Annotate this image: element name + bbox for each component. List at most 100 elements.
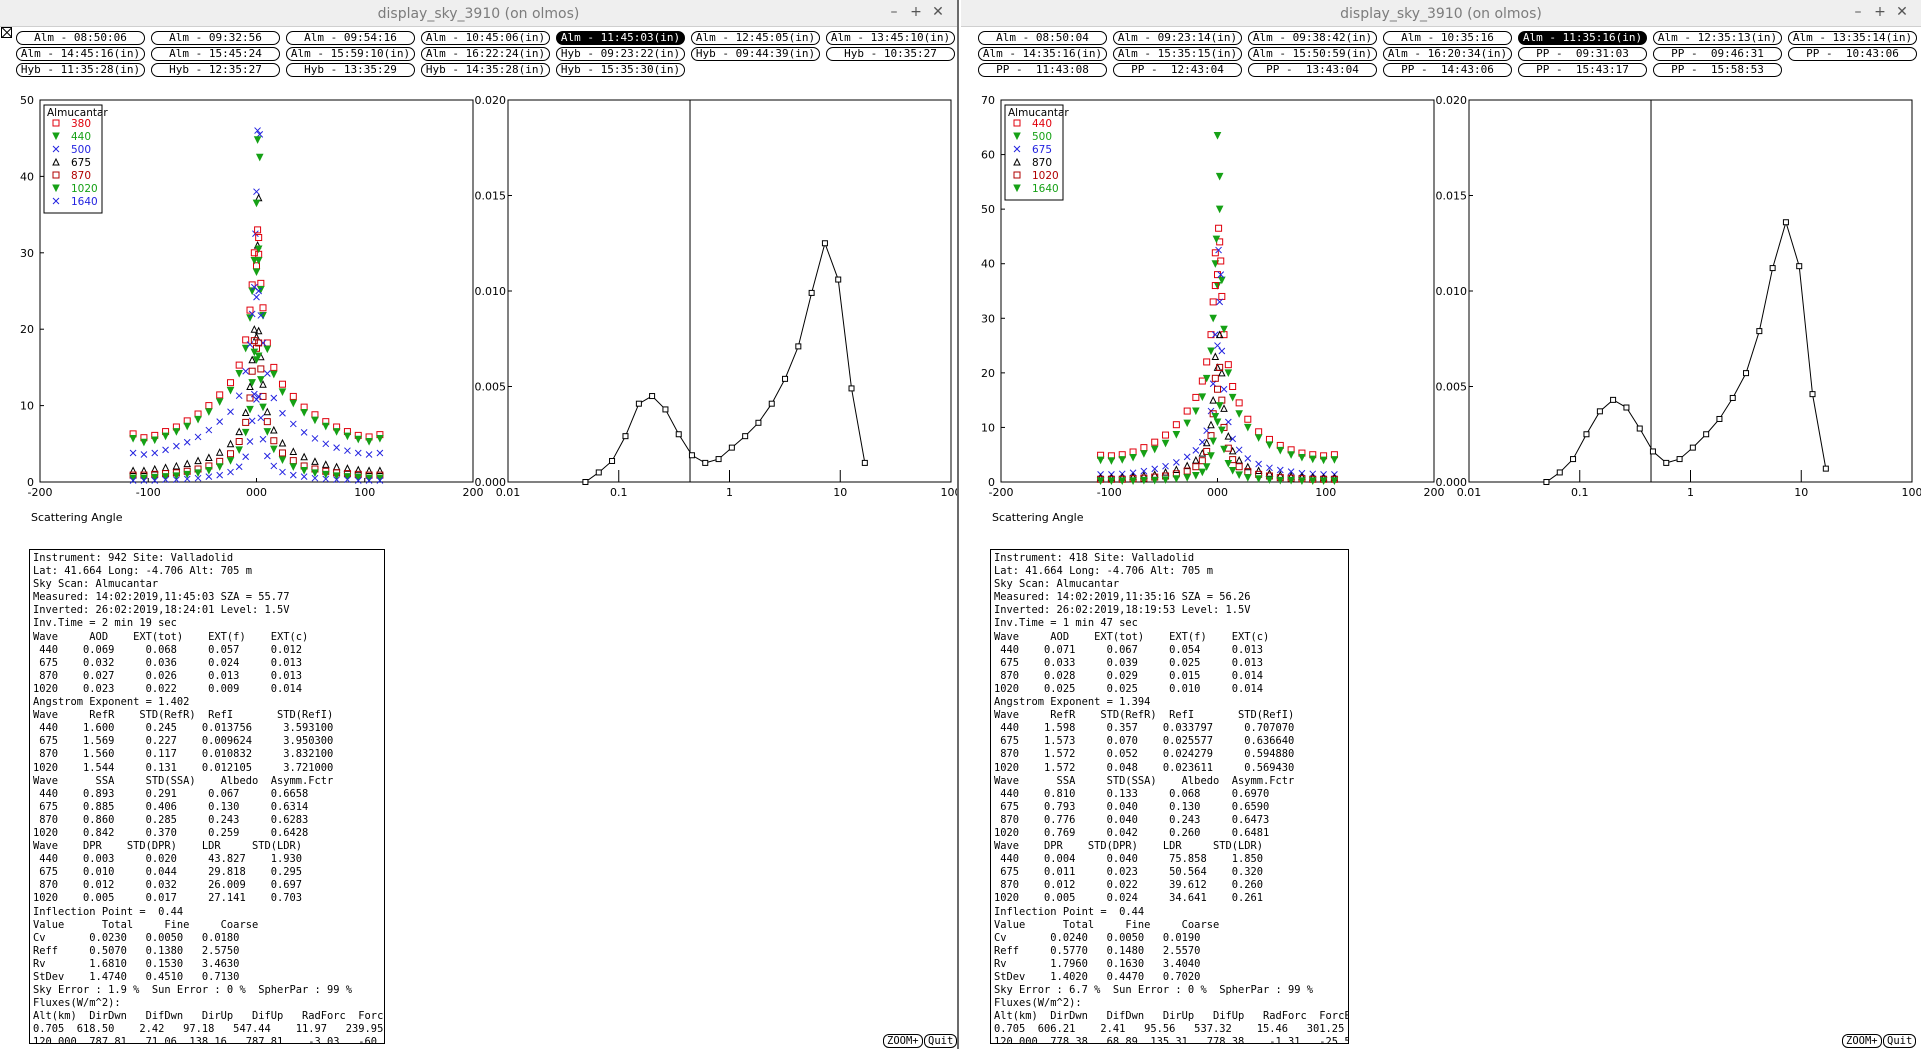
scan-button[interactable]: Alm - 09:23:14(in) [1113,31,1242,45]
scan-button[interactable]: Alm - 13:35:14(in) [1788,31,1917,45]
data-point [1217,271,1225,278]
info-line: 870 0.860 0.285 0.243 0.6283 [33,813,309,826]
x-tick-label: -200 [989,486,1014,499]
data-point [1287,476,1295,485]
scan-button[interactable]: Hyb - 12:35:27 [151,63,280,77]
data-point [1216,298,1224,306]
data-point [52,197,60,205]
maximize-icon[interactable]: + [1874,4,1886,20]
info-line: 1020 0.023 0.022 0.009 0.014 [33,682,302,695]
series-440 [129,256,384,447]
scan-button[interactable]: Hyb - 13:35:29 [286,63,415,77]
scan-button[interactable]: Alm - 10:35:16 [1383,31,1512,45]
scan-button[interactable]: Alm - 11:35:16(in) [1518,31,1647,45]
legend-label: 1640 [1032,183,1059,195]
title-bar[interactable]: display_sky_3910 (on olmos) – + ✕ [0,0,957,27]
data-point [1183,407,1191,415]
scan-button[interactable]: Alm - 09:38:42(in) [1248,31,1377,45]
scan-button[interactable]: Alm - 09:54:16 [286,31,415,45]
scan-button[interactable]: PP - 10:43:06 [1788,47,1917,61]
scan-button[interactable]: Alm - 08:50:04 [978,31,1107,45]
x-tick-label: 10 [833,486,847,499]
data-point [1213,131,1222,140]
scan-button[interactable]: Hyb - 15:35:30(in) [556,63,685,77]
scan-button[interactable]: Alm - 14:35:16(in) [978,47,1107,61]
data-point [205,453,213,462]
scan-button[interactable]: Alm - 15:59:10(in) [286,47,415,61]
data-point [1183,453,1191,461]
data-point [1224,432,1233,440]
data-point [768,400,775,407]
scan-button[interactable]: Alm - 13:45:10(in) [826,31,955,45]
data-point [1192,393,1200,401]
scan-button[interactable]: PP - 15:58:53 [1653,63,1782,77]
zoom-button[interactable]: ZOOM+ [1842,1034,1882,1048]
scan-button[interactable]: Alm - 12:35:13(in) [1653,31,1782,45]
scan-button[interactable]: PP - 09:46:31 [1653,47,1782,61]
scan-button[interactable]: Hyb - 10:35:27 [826,47,955,61]
scan-button[interactable]: PP - 14:43:06 [1383,63,1512,77]
data-point [354,435,363,444]
data-point [321,422,330,431]
data-point [205,467,213,475]
minimize-icon[interactable]: – [890,4,898,20]
scan-button[interactable]: Alm - 15:35:15(in) [1113,47,1242,61]
scan-button[interactable]: Hyb - 09:44:39(in) [691,47,820,61]
info-line: Value Total Fine Coarse [994,918,1220,931]
quit-button[interactable]: Quit [1883,1034,1917,1048]
quit-button[interactable]: Quit [924,1034,957,1048]
data-point [365,466,373,475]
scan-button[interactable]: Hyb - 09:23:22(in) [556,47,685,61]
scan-button[interactable]: Alm - 16:22:24(in) [421,47,550,61]
close-icon[interactable]: ✕ [932,4,944,20]
data-point [1209,437,1217,446]
scan-button[interactable]: Alm - 12:45:05(in) [691,31,820,45]
data-point [1255,460,1262,468]
close-corner-icon[interactable] [1,27,12,38]
zoom-button[interactable]: ZOOM+ [883,1034,923,1048]
scan-button[interactable]: Hyb - 14:35:28(in) [421,63,550,77]
scan-button[interactable]: PP - 15:43:17 [1518,63,1647,77]
data-point [250,325,259,333]
data-point [52,157,60,166]
x-tick-label: 100 [941,486,960,499]
scan-button[interactable]: Hyb - 11:35:28(in) [16,63,145,77]
data-point [311,416,319,425]
data-point [1211,352,1220,360]
scan-button[interactable]: PP - 13:43:04 [1248,63,1377,77]
y-tick-label: 40 [981,258,995,271]
data-point [151,477,159,484]
data-point [1213,282,1222,290]
scan-button[interactable]: Alm - 14:45:16(in) [16,47,145,61]
data-point [376,434,384,443]
close-icon[interactable]: ✕ [1896,4,1908,20]
y-tick-label: 40 [20,170,34,183]
scan-button[interactable]: PP - 11:43:08 [978,63,1107,77]
title-bar[interactable]: display_sky_3910 (on olmos) – + ✕ [961,0,1921,27]
data-point [1235,399,1243,407]
data-point [1203,358,1211,366]
data-point [242,367,250,375]
data-point [343,432,352,441]
data-point [1013,119,1021,127]
info-line: Measured: 14:02:2019,11:35:16 SZA = 56.2… [994,591,1251,604]
data-point [1209,298,1217,306]
plot-frame [1468,99,1913,483]
maximize-icon[interactable]: + [910,4,922,20]
scan-button[interactable]: Alm - 16:20:34(in) [1383,47,1512,61]
scan-button[interactable]: Alm - 09:32:56 [151,31,280,45]
data-point [255,153,264,162]
scan-button[interactable]: Alm - 11:45:03(in) [556,31,685,45]
scan-button[interactable]: Alm - 08:50:06 [16,31,145,45]
minimize-icon[interactable]: – [1854,4,1862,20]
scan-button[interactable]: Alm - 15:45:24 [151,47,280,61]
data-point [1287,468,1295,475]
data-point [344,476,351,484]
scan-button[interactable]: Alm - 10:45:06(in) [421,31,550,45]
scan-button[interactable]: PP - 12:43:04 [1113,63,1242,77]
scan-button[interactable]: Alm - 15:50:59(in) [1248,47,1377,61]
scan-button[interactable]: PP - 09:31:03 [1518,47,1647,61]
data-point [205,473,213,481]
data-point [1207,331,1215,339]
